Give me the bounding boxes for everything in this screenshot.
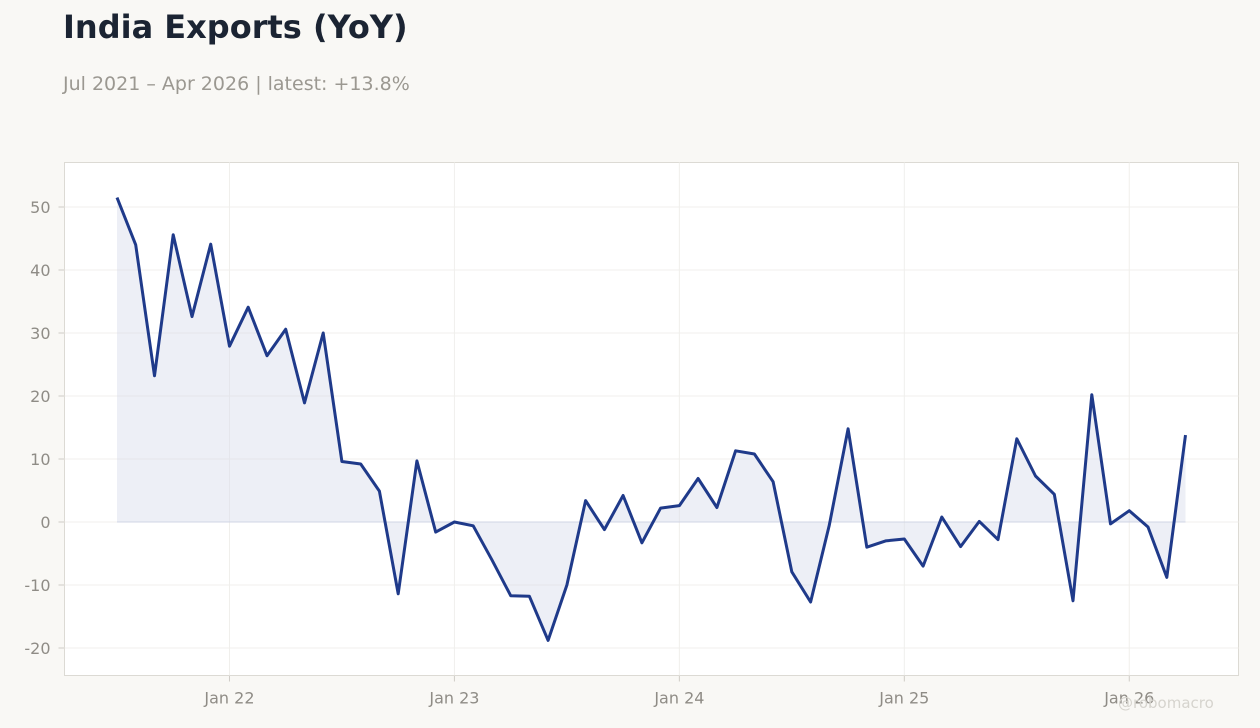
chart-title: India Exports (YoY) bbox=[63, 8, 408, 46]
x-tick-label: Jan 24 bbox=[653, 689, 704, 708]
x-tick-label: Jan 26 bbox=[1103, 689, 1154, 708]
data-point bbox=[1015, 437, 1019, 441]
y-tick-label: 20 bbox=[30, 387, 50, 406]
data-point bbox=[302, 401, 306, 405]
data-point bbox=[209, 242, 213, 246]
watermark: @robomacro bbox=[1118, 694, 1214, 712]
y-tick-label: 40 bbox=[30, 261, 50, 280]
data-point bbox=[996, 538, 1000, 542]
data-point bbox=[827, 523, 831, 527]
data-point bbox=[265, 354, 269, 358]
data-point bbox=[377, 489, 381, 493]
chart-subtitle: Jul 2021 – Apr 2026 | latest: +13.8% bbox=[63, 73, 410, 95]
plot-area bbox=[64, 162, 1239, 676]
data-point bbox=[452, 520, 456, 524]
data-point bbox=[959, 545, 963, 549]
data-point bbox=[359, 462, 363, 466]
x-tick-label: Jan 22 bbox=[203, 689, 254, 708]
data-point bbox=[190, 315, 194, 319]
y-tick-label: 30 bbox=[30, 324, 50, 343]
data-point bbox=[659, 506, 663, 510]
data-point bbox=[1109, 522, 1113, 526]
x-tick-label: Jan 25 bbox=[878, 689, 929, 708]
data-point bbox=[696, 477, 700, 481]
y-axis: -20 -10 0 10 20 30 40 50 bbox=[24, 198, 65, 658]
data-point bbox=[396, 592, 400, 596]
data-point bbox=[115, 196, 119, 200]
data-point bbox=[790, 570, 794, 574]
data-point bbox=[509, 594, 513, 598]
x-axis: Jan 22 Jan 23 Jan 24 Jan 25 Jan 26 bbox=[203, 675, 1154, 708]
area-fill bbox=[117, 197, 1186, 641]
data-point bbox=[321, 331, 325, 335]
data-point bbox=[471, 524, 475, 528]
y-tick-label: 10 bbox=[30, 450, 50, 469]
data-point bbox=[752, 452, 756, 456]
data-point bbox=[640, 541, 644, 545]
y-tick-label: -20 bbox=[24, 639, 50, 658]
data-point bbox=[1146, 525, 1150, 529]
data-point bbox=[1034, 474, 1038, 478]
data-point bbox=[884, 539, 888, 543]
data-point bbox=[1184, 433, 1188, 437]
data-point bbox=[1127, 509, 1131, 513]
data-point bbox=[1165, 575, 1169, 579]
data-point bbox=[771, 480, 775, 484]
data-point bbox=[584, 499, 588, 503]
data-point bbox=[284, 327, 288, 331]
data-point bbox=[677, 504, 681, 508]
data-point bbox=[621, 494, 625, 498]
data-point bbox=[602, 528, 606, 532]
data-point bbox=[246, 305, 250, 309]
data-point bbox=[1071, 599, 1075, 603]
data-point bbox=[734, 449, 738, 453]
data-point bbox=[865, 545, 869, 549]
data-point bbox=[846, 427, 850, 431]
data-point bbox=[921, 564, 925, 568]
series-line bbox=[115, 197, 1187, 642]
data-point bbox=[1052, 492, 1056, 496]
data-point bbox=[565, 583, 569, 587]
data-point bbox=[171, 233, 175, 237]
data-point bbox=[809, 600, 813, 604]
data-point bbox=[940, 515, 944, 519]
data-point bbox=[415, 459, 419, 463]
y-tick-label: 0 bbox=[40, 513, 50, 532]
data-point bbox=[527, 594, 531, 598]
data-point bbox=[340, 460, 344, 464]
data-point bbox=[227, 344, 231, 348]
data-point bbox=[152, 374, 156, 378]
data-point bbox=[134, 243, 138, 247]
y-tick-label: -10 bbox=[24, 576, 50, 595]
data-point bbox=[977, 519, 981, 523]
data-point bbox=[546, 638, 550, 642]
y-tick-label: 50 bbox=[30, 198, 50, 217]
data-point bbox=[715, 506, 719, 510]
data-point bbox=[902, 537, 906, 541]
data-point bbox=[490, 558, 494, 562]
x-tick-label: Jan 23 bbox=[428, 689, 479, 708]
data-point bbox=[434, 530, 438, 534]
data-point bbox=[1090, 393, 1094, 397]
